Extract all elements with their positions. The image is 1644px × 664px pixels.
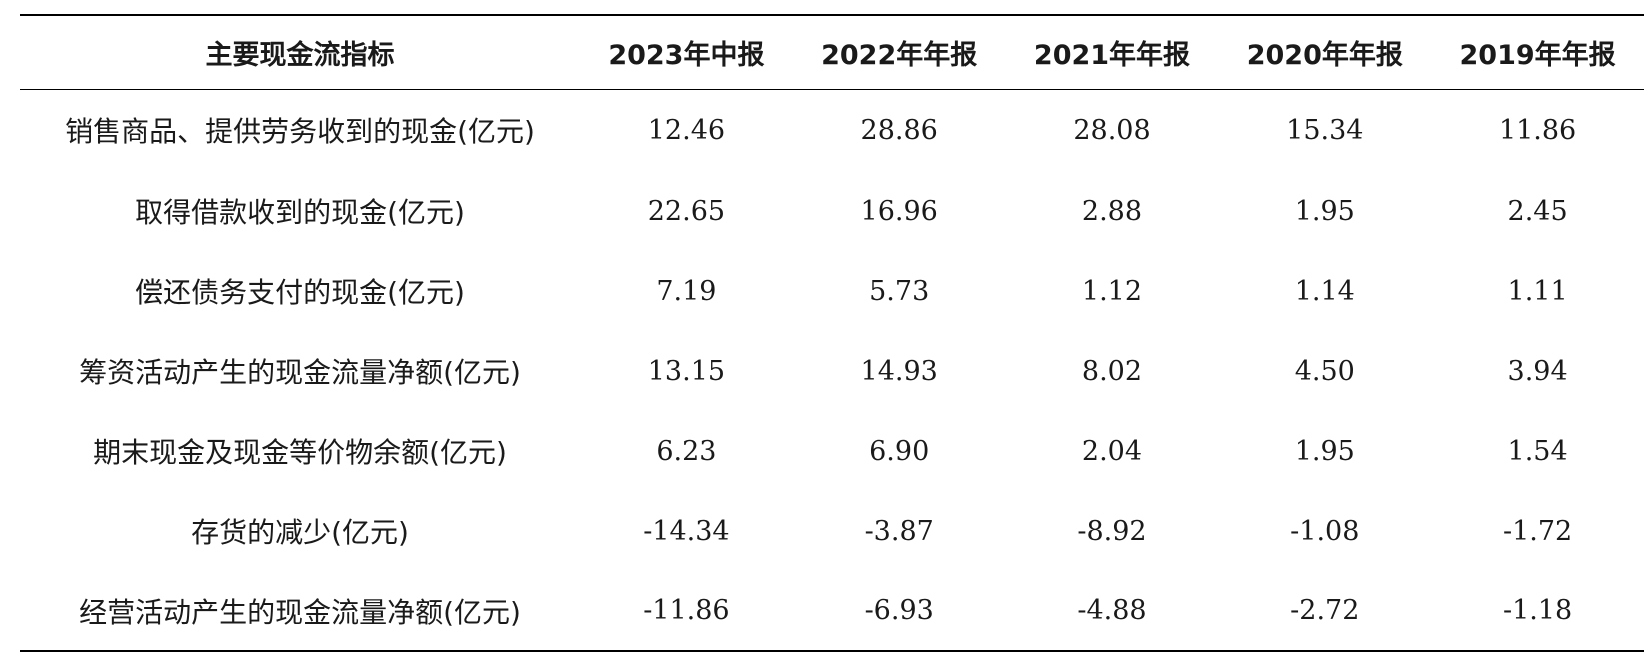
header-cell-2023h1: 2023年中报 [608, 39, 765, 71]
cell-value: -6.93 [864, 595, 934, 626]
row-label: 期末现金及现金等价物余额(亿元) [93, 436, 507, 469]
header-cell-2021: 2021年年报 [1033, 39, 1191, 71]
table-row: 经营活动产生的现金流量净额(亿元) -11.86 -6.93 -4.88 -2.… [20, 571, 1644, 651]
cell-value: 1.11 [1507, 275, 1568, 307]
header-row: 主要现金流指标 2023年中报 2022年年报 2021年年报 2020年年报 … [20, 15, 1644, 89]
cell-value: 7.19 [656, 275, 717, 307]
cell-value: 1.12 [1081, 275, 1143, 307]
header-cell-2022: 2022年年报 [821, 39, 978, 71]
table-row: 偿还债务支付的现金(亿元) 7.19 5.73 1.12 1.14 1.11 [20, 251, 1644, 331]
cell-value: 12.46 [647, 114, 726, 146]
cell-value: -1.72 [1502, 515, 1573, 547]
header-cell-metric: 主要现金流指标 [205, 39, 395, 71]
table-row: 筹资活动产生的现金流量净额(亿元) 13.15 14.93 8.02 4.50 … [20, 331, 1644, 411]
cell-value: -1.18 [1502, 595, 1573, 626]
cell-value: 8.02 [1081, 355, 1143, 387]
cell-value: 11.86 [1498, 114, 1577, 146]
header-cell-2020: 2020年年报 [1246, 39, 1403, 71]
cell-value: -2.72 [1290, 595, 1360, 626]
cell-value: 5.73 [869, 275, 930, 307]
cell-value: 1.95 [1294, 195, 1355, 227]
row-label: 筹资活动产生的现金流量净额(亿元) [79, 356, 521, 389]
cell-value: 28.86 [860, 114, 938, 146]
cell-value: 1.95 [1294, 435, 1355, 467]
cell-value: 14.93 [860, 355, 938, 387]
cell-value: 2.04 [1081, 435, 1143, 467]
row-label: 偿还债务支付的现金(亿元) [135, 276, 465, 309]
cell-value: 22.65 [647, 195, 726, 227]
table-header: 主要现金流指标 2023年中报 2022年年报 2021年年报 2020年年报 … [20, 15, 1644, 89]
cell-value: -8.92 [1077, 515, 1147, 547]
cell-value: 16.96 [860, 195, 938, 227]
row-label: 取得借款收到的现金(亿元) [135, 196, 465, 229]
cash-flow-table: 主要现金流指标 2023年中报 2022年年报 2021年年报 2020年年报 … [20, 14, 1644, 652]
cell-value: 1.54 [1507, 435, 1568, 467]
table-body: 销售商品、提供劳务收到的现金(亿元) 12.46 28.86 28.08 15.… [20, 89, 1644, 651]
cell-value: -1.08 [1290, 515, 1360, 547]
cell-value: 6.90 [869, 435, 930, 467]
cell-value: 4.50 [1294, 355, 1355, 387]
row-label: 经营活动产生的现金流量净额(亿元) [79, 595, 521, 629]
cell-value: 15.34 [1286, 114, 1364, 146]
table-row: 期末现金及现金等价物余额(亿元) 6.23 6.90 2.04 1.95 1.5… [20, 411, 1644, 491]
table-row: 取得借款收到的现金(亿元) 22.65 16.96 2.88 1.95 2.45 [20, 171, 1644, 251]
cell-value: -11.86 [643, 595, 730, 626]
cell-value: -3.87 [864, 515, 934, 547]
cash-flow-table-container: 主要现金流指标 2023年中报 2022年年报 2021年年报 2020年年报 … [20, 14, 1644, 652]
table-row: 存货的减少(亿元) -14.34 -3.87 -8.92 -1.08 -1.72 [20, 491, 1644, 571]
cell-value: 13.15 [647, 355, 726, 387]
header-cell-2019: 2019年年报 [1459, 39, 1616, 71]
cell-value: -4.88 [1077, 595, 1147, 626]
cell-value: 1.14 [1294, 275, 1355, 307]
table-row: 销售商品、提供劳务收到的现金(亿元) 12.46 28.86 28.08 15.… [20, 89, 1644, 171]
row-label: 存货的减少(亿元) [191, 516, 409, 549]
cell-value: 2.45 [1507, 195, 1568, 227]
cell-value: 2.88 [1081, 195, 1143, 227]
cell-value: 28.08 [1073, 114, 1151, 146]
cell-value: 6.23 [656, 435, 717, 467]
row-label: 销售商品、提供劳务收到的现金(亿元) [65, 115, 535, 149]
cell-value: -14.34 [643, 515, 730, 547]
cell-value: 3.94 [1507, 355, 1568, 387]
